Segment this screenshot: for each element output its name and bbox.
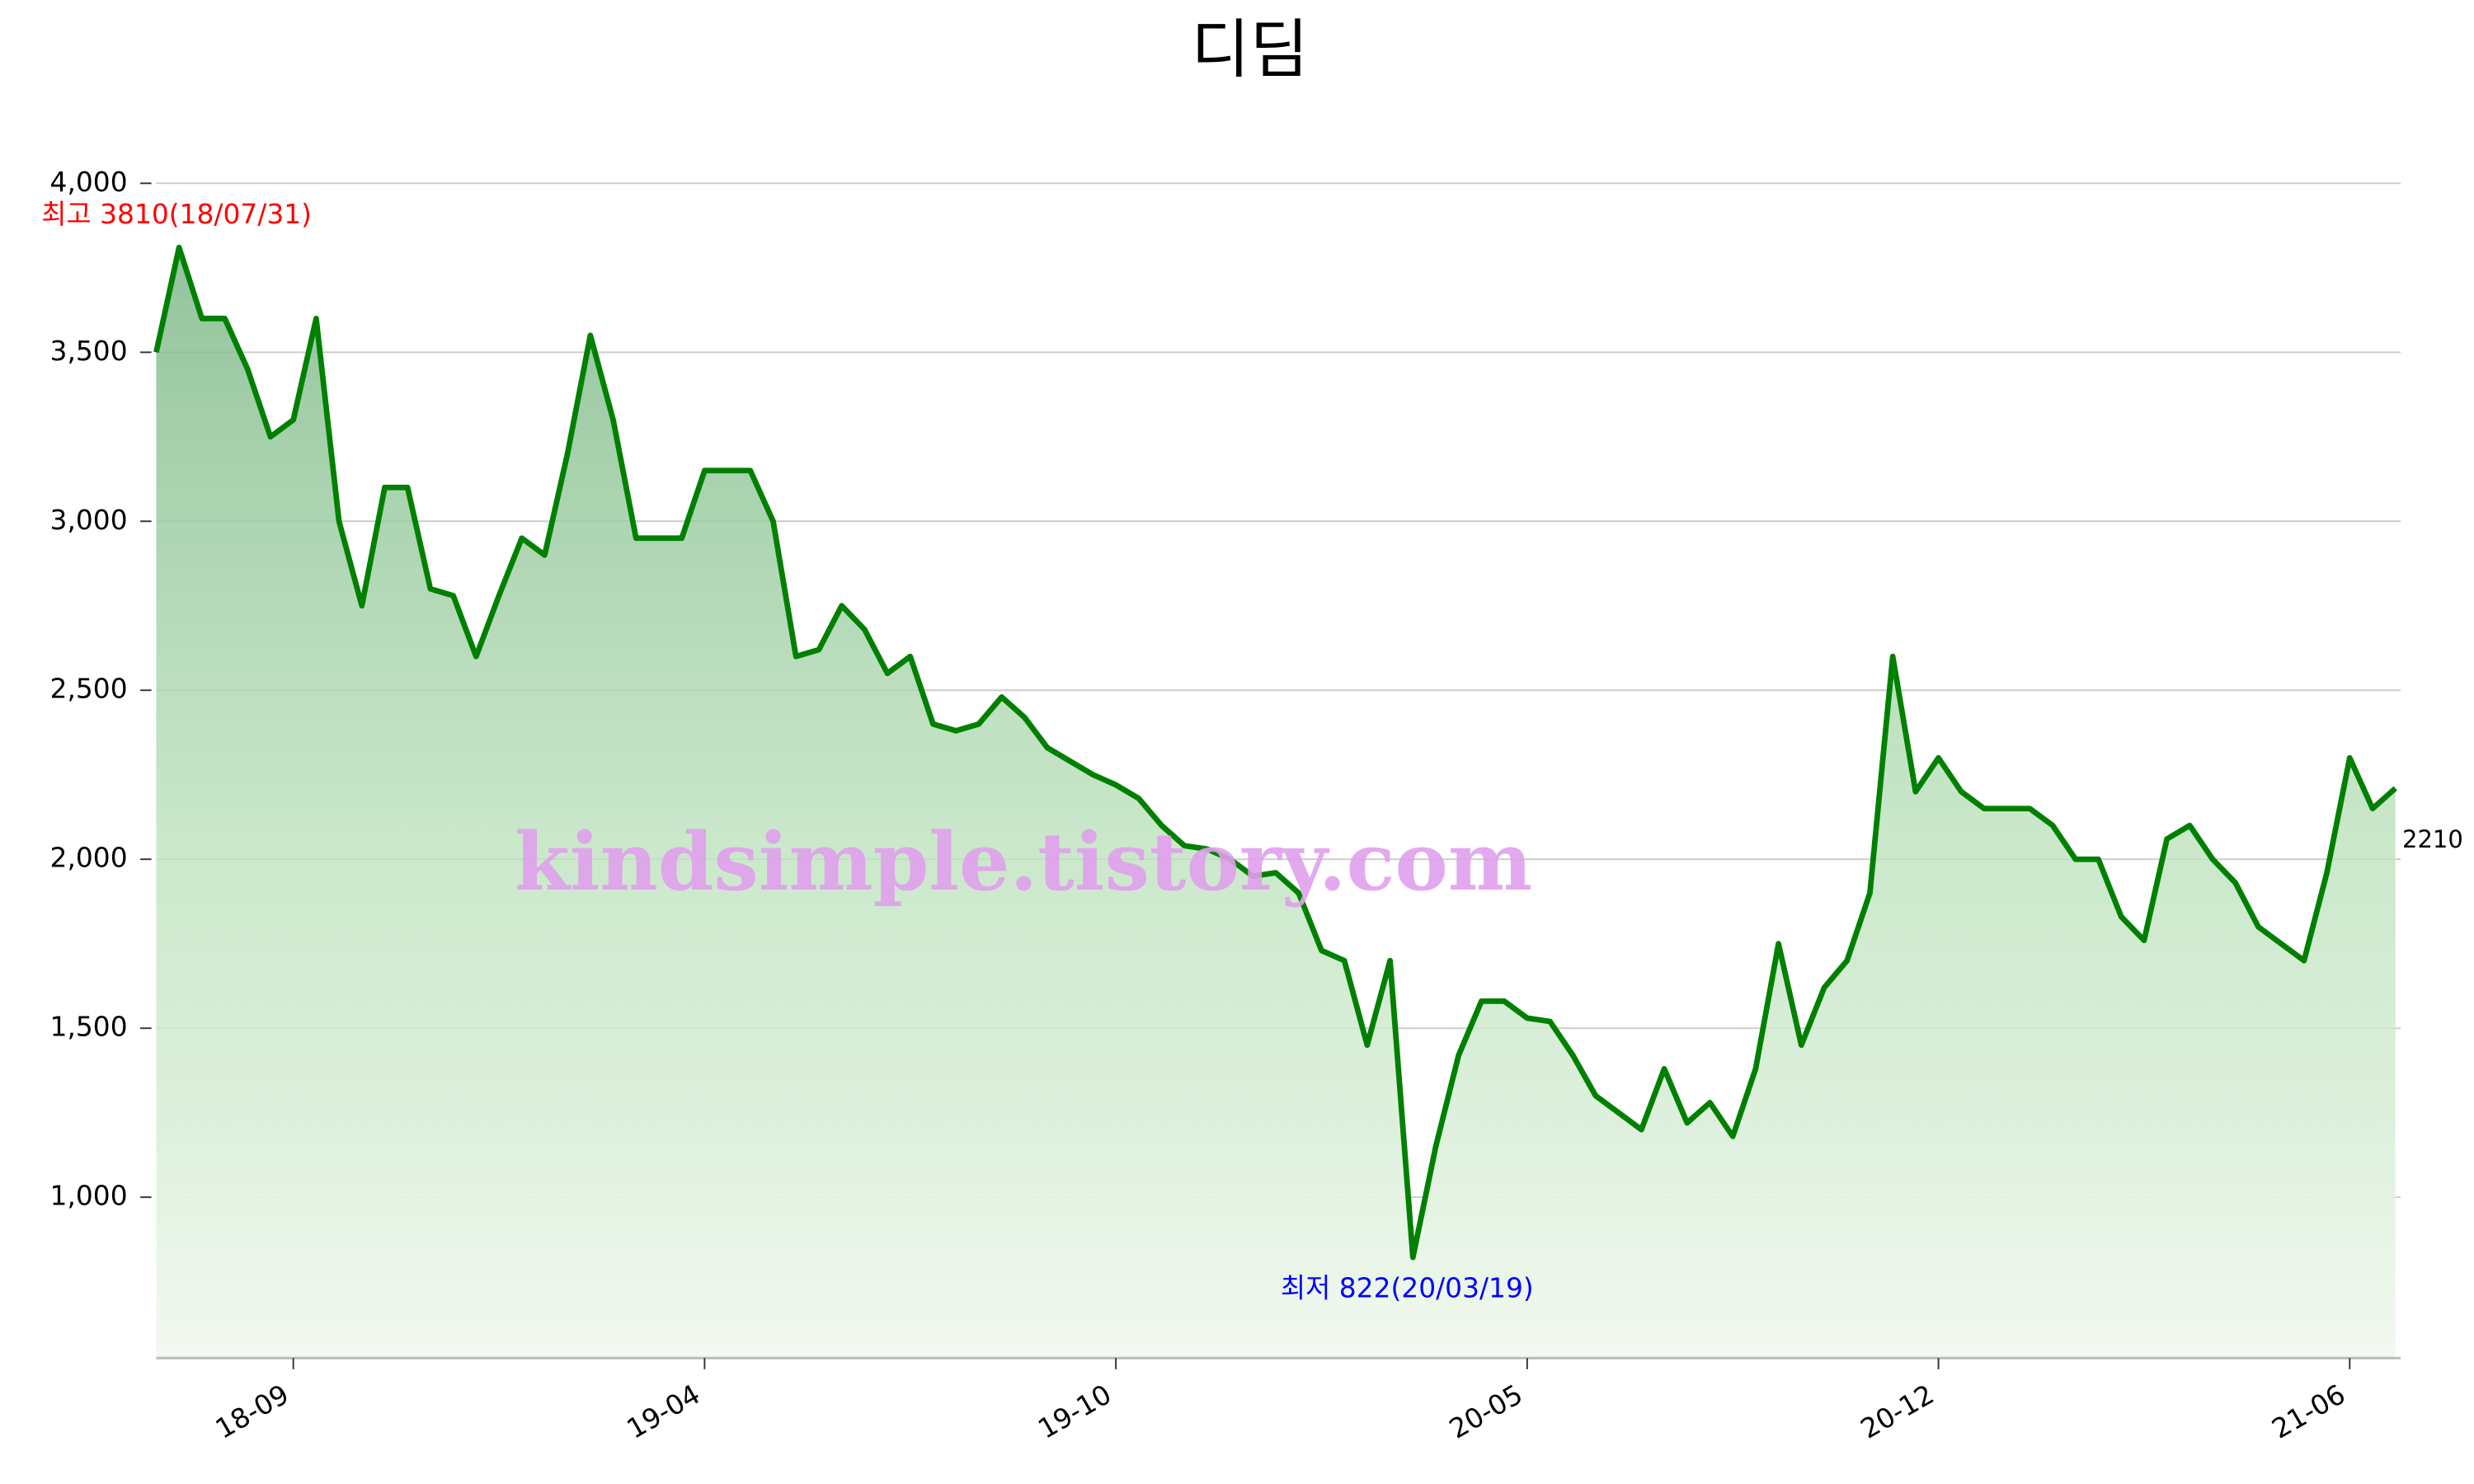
x-tick-label: 19-04 xyxy=(621,1378,705,1445)
area xyxy=(156,247,2396,1359)
last-value-label: 2210 xyxy=(2402,825,2463,853)
annotation: 최고 3810(18/07/31) xyxy=(41,198,312,230)
y-tick-label: 2,500 xyxy=(50,673,128,705)
y-tick-label: 1,000 xyxy=(50,1180,128,1212)
price-line xyxy=(153,244,2397,1261)
chart-title: 디딤 xyxy=(1191,13,1308,87)
x-tick-label: 20-12 xyxy=(1855,1378,1939,1445)
x-tick-label: 21-06 xyxy=(2266,1378,2350,1445)
y-tick-label: 4,000 xyxy=(50,166,128,198)
x-tick-label: 18-09 xyxy=(210,1378,294,1445)
y-tick-label: 3,000 xyxy=(50,504,128,536)
watermark: kindsimple.tistory.com xyxy=(515,815,1532,909)
x-tick-label: 19-10 xyxy=(1032,1378,1117,1445)
x-tick-label: 20-05 xyxy=(1444,1378,1528,1445)
y-tick-label: 2,000 xyxy=(50,842,128,874)
annotation: 최저 822(20/03/19) xyxy=(1281,1271,1534,1303)
y-tick-label: 1,500 xyxy=(50,1011,128,1043)
y-tick-label: 3,500 xyxy=(50,335,128,367)
